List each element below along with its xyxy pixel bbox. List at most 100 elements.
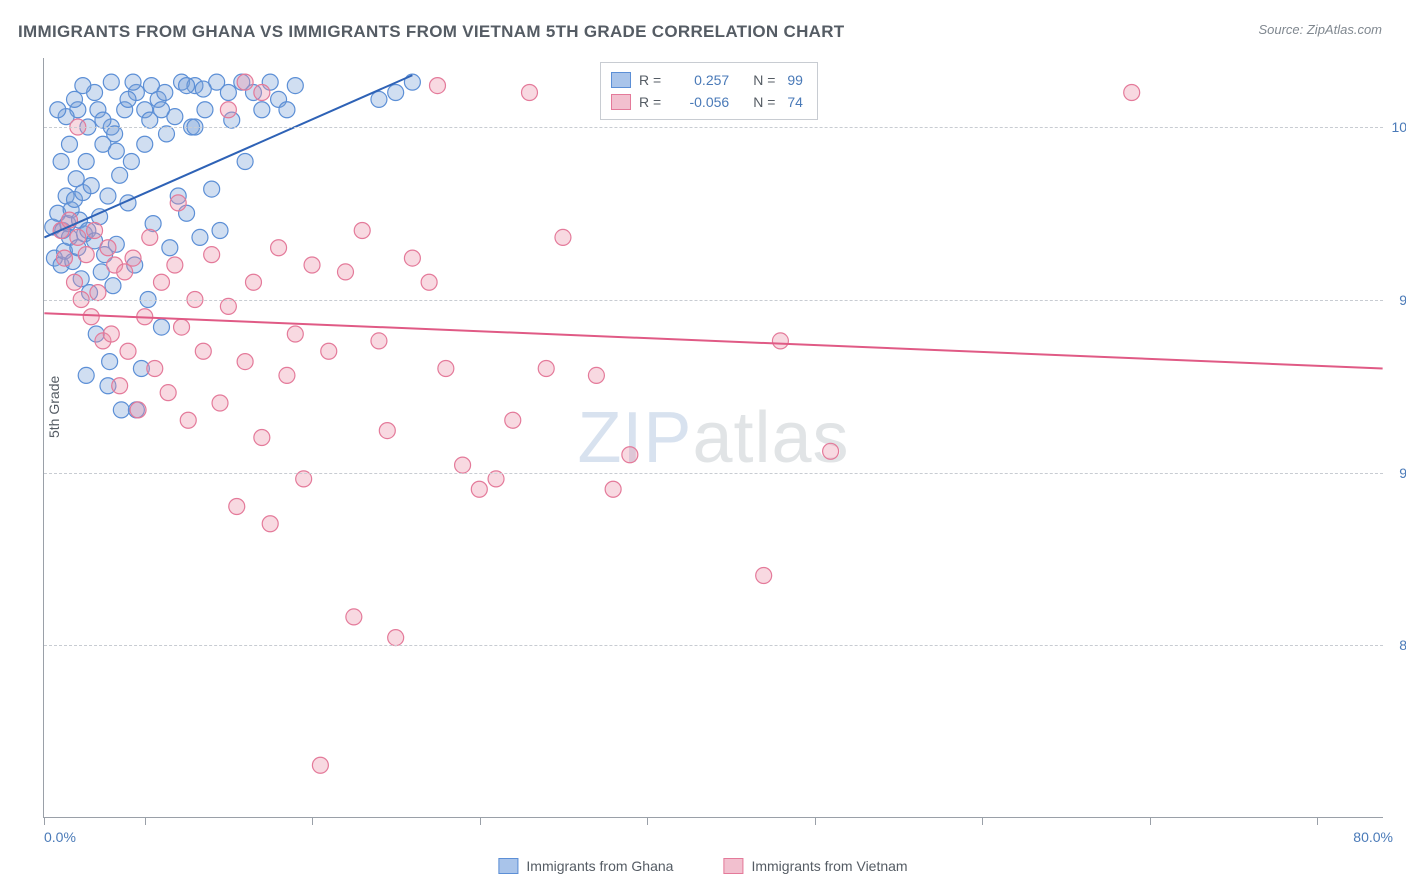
scatter-point bbox=[83, 309, 99, 325]
scatter-point bbox=[471, 481, 487, 497]
x-tick bbox=[1317, 817, 1318, 825]
scatter-point bbox=[245, 274, 261, 290]
legend-swatch bbox=[611, 72, 631, 88]
scatter-point bbox=[337, 264, 353, 280]
scatter-point bbox=[107, 126, 123, 142]
x-max-label: 80.0% bbox=[1353, 829, 1393, 845]
legend-item: Immigrants from Vietnam bbox=[723, 858, 907, 874]
scatter-point bbox=[120, 91, 136, 107]
scatter-point bbox=[61, 136, 77, 152]
scatter-point bbox=[388, 630, 404, 646]
scatter-point bbox=[103, 74, 119, 90]
scatter-point bbox=[279, 102, 295, 118]
legend-r-value: -0.056 bbox=[673, 91, 729, 113]
scatter-point bbox=[108, 143, 124, 159]
scatter-point bbox=[160, 385, 176, 401]
plot-area: 5th Grade ZIPatlas 100.0%95.0%90.0%85.0%… bbox=[43, 58, 1383, 818]
scatter-point bbox=[125, 74, 141, 90]
scatter-point bbox=[78, 367, 94, 383]
scatter-point bbox=[237, 354, 253, 370]
legend-item: Immigrants from Ghana bbox=[498, 858, 673, 874]
legend-n-value: 99 bbox=[787, 69, 803, 91]
chart-container: IMMIGRANTS FROM GHANA VS IMMIGRANTS FROM… bbox=[0, 0, 1406, 892]
source-label: Source: ZipAtlas.com bbox=[1258, 22, 1382, 37]
scatter-point bbox=[237, 74, 253, 90]
scatter-point bbox=[120, 343, 136, 359]
scatter-point bbox=[1124, 85, 1140, 101]
scatter-point bbox=[421, 274, 437, 290]
scatter-point bbox=[100, 188, 116, 204]
scatter-point bbox=[321, 343, 337, 359]
legend-swatch bbox=[611, 94, 631, 110]
x-tick bbox=[1150, 817, 1151, 825]
scatter-point bbox=[429, 78, 445, 94]
scatter-point bbox=[212, 395, 228, 411]
scatter-point bbox=[147, 361, 163, 377]
legend-row: R =-0.056N =74 bbox=[611, 91, 803, 113]
scatter-point bbox=[254, 85, 270, 101]
legend-row: R =0.257N =99 bbox=[611, 69, 803, 91]
scatter-point bbox=[56, 250, 72, 266]
legend-n-label: N = bbox=[753, 69, 775, 91]
correlation-legend: R =0.257N =99R =-0.056N =74 bbox=[600, 62, 818, 120]
scatter-point bbox=[90, 285, 106, 301]
scatter-point bbox=[167, 257, 183, 273]
scatter-point bbox=[404, 250, 420, 266]
scatter-point bbox=[159, 126, 175, 142]
gridline bbox=[44, 300, 1383, 301]
scatter-point bbox=[262, 516, 278, 532]
y-tick-label: 95.0% bbox=[1389, 292, 1406, 308]
chart-svg bbox=[44, 58, 1383, 817]
scatter-point bbox=[354, 223, 370, 239]
scatter-point bbox=[78, 247, 94, 263]
scatter-point bbox=[237, 154, 253, 170]
scatter-point bbox=[195, 343, 211, 359]
scatter-point bbox=[304, 257, 320, 273]
scatter-point bbox=[605, 481, 621, 497]
scatter-point bbox=[50, 102, 66, 118]
scatter-point bbox=[312, 757, 328, 773]
scatter-point bbox=[100, 240, 116, 256]
legend-r-value: 0.257 bbox=[673, 69, 729, 91]
y-tick-label: 100.0% bbox=[1389, 119, 1406, 135]
scatter-point bbox=[229, 499, 245, 515]
scatter-point bbox=[204, 181, 220, 197]
scatter-point bbox=[455, 457, 471, 473]
scatter-point bbox=[179, 78, 195, 94]
scatter-point bbox=[622, 447, 638, 463]
scatter-point bbox=[522, 85, 538, 101]
scatter-point bbox=[105, 278, 121, 294]
scatter-point bbox=[220, 85, 236, 101]
series-legend: Immigrants from Ghana Immigrants from Vie… bbox=[498, 858, 907, 874]
scatter-point bbox=[70, 229, 86, 245]
scatter-point bbox=[287, 326, 303, 342]
scatter-point bbox=[772, 333, 788, 349]
scatter-point bbox=[505, 412, 521, 428]
scatter-point bbox=[67, 91, 83, 107]
scatter-point bbox=[113, 402, 129, 418]
scatter-point bbox=[112, 167, 128, 183]
scatter-point bbox=[588, 367, 604, 383]
scatter-point bbox=[371, 333, 387, 349]
scatter-point bbox=[117, 264, 133, 280]
scatter-point bbox=[123, 154, 139, 170]
chart-title: IMMIGRANTS FROM GHANA VS IMMIGRANTS FROM… bbox=[18, 22, 845, 42]
scatter-point bbox=[438, 361, 454, 377]
legend-swatch bbox=[723, 858, 743, 874]
scatter-point bbox=[103, 326, 119, 342]
gridline bbox=[44, 645, 1383, 646]
scatter-point bbox=[180, 412, 196, 428]
scatter-point bbox=[254, 430, 270, 446]
scatter-point bbox=[279, 367, 295, 383]
x-tick bbox=[982, 817, 983, 825]
scatter-point bbox=[404, 74, 420, 90]
scatter-point bbox=[170, 195, 186, 211]
legend-n-value: 74 bbox=[787, 91, 803, 113]
scatter-point bbox=[157, 85, 173, 101]
scatter-point bbox=[204, 247, 220, 263]
scatter-point bbox=[78, 154, 94, 170]
scatter-point bbox=[162, 240, 178, 256]
scatter-point bbox=[174, 319, 190, 335]
x-tick bbox=[815, 817, 816, 825]
legend-swatch bbox=[498, 858, 518, 874]
